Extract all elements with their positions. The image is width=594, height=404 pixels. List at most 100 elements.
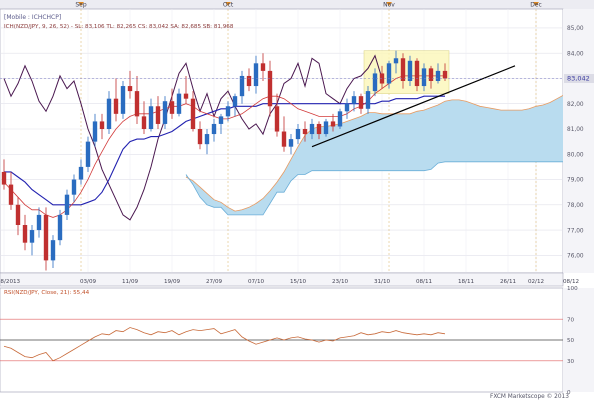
tenkan-sen xyxy=(3,75,445,218)
candle-body xyxy=(85,141,91,167)
cloud-segment xyxy=(368,112,375,171)
candle xyxy=(260,53,266,81)
date-tick-label: 27/09 xyxy=(206,279,223,285)
candle-body xyxy=(295,129,301,140)
candle-body xyxy=(134,91,140,117)
candle xyxy=(176,88,182,117)
price-tick-label: 81,00 xyxy=(567,127,584,133)
candle-body xyxy=(190,98,196,129)
candle xyxy=(71,174,77,203)
rsi-title: RSI(NZD/JPY, Close, 21): 55,44 xyxy=(4,290,90,296)
candle-body xyxy=(414,60,420,87)
candle xyxy=(330,113,336,132)
senkou-span-a xyxy=(185,86,594,212)
candle xyxy=(253,55,259,94)
candle-body xyxy=(302,129,308,135)
cloud-segment xyxy=(487,107,494,162)
candle-body xyxy=(1,171,7,185)
candle xyxy=(358,93,364,114)
consolidation-box xyxy=(363,50,450,94)
rsi-tick-label: 100 xyxy=(567,286,578,292)
cloud-segment xyxy=(452,99,459,162)
candle-body xyxy=(50,240,56,261)
candle-body xyxy=(162,101,168,124)
cloud-segment xyxy=(417,110,424,171)
candle-body xyxy=(407,60,413,81)
candle xyxy=(15,197,21,236)
cloud-segment xyxy=(193,180,200,198)
month-marker xyxy=(225,2,231,6)
candle-body xyxy=(43,214,49,261)
candle-body xyxy=(442,70,448,79)
candle-body xyxy=(225,106,231,117)
candle xyxy=(267,60,273,117)
date-tick-label: 26/11 xyxy=(500,279,517,285)
candle-body xyxy=(183,93,189,99)
candle-body xyxy=(323,121,329,135)
cloud-segment xyxy=(333,123,340,171)
candle xyxy=(50,235,56,268)
cloud-segment xyxy=(207,193,214,208)
date-tick-label: 08/12 xyxy=(563,279,579,285)
candle xyxy=(393,50,399,74)
cloud-segment xyxy=(389,113,396,171)
cloud-segment xyxy=(459,99,466,162)
candle-body xyxy=(29,230,35,243)
candle xyxy=(351,91,357,112)
candle xyxy=(8,171,14,210)
candle xyxy=(99,113,105,140)
candle xyxy=(162,96,168,129)
candle-body xyxy=(435,70,441,81)
candle-body xyxy=(106,98,112,129)
candle xyxy=(414,58,420,92)
candle xyxy=(64,189,70,220)
candle xyxy=(435,63,441,84)
candle-body xyxy=(22,225,28,243)
candle xyxy=(323,118,329,137)
cloud-segment xyxy=(438,101,445,164)
candle-body xyxy=(309,123,315,135)
cloud-segment xyxy=(543,102,550,162)
candle xyxy=(407,55,413,87)
candle xyxy=(246,68,252,92)
cloud-segment xyxy=(270,182,277,204)
cloud-segment xyxy=(319,126,326,171)
candle-body xyxy=(421,68,427,87)
candle-body xyxy=(274,106,280,132)
cloud-segment xyxy=(501,110,508,162)
candle-body xyxy=(197,129,203,145)
candle xyxy=(120,81,126,119)
candle xyxy=(22,214,28,251)
candle xyxy=(29,225,35,256)
candle xyxy=(113,78,119,122)
candle xyxy=(442,63,448,81)
cloud-segment xyxy=(536,105,543,162)
cloud-segment xyxy=(347,118,354,171)
candle-body xyxy=(358,96,364,109)
candle xyxy=(218,113,224,135)
cloud-segment xyxy=(466,101,473,162)
candle-body xyxy=(351,96,357,104)
candle-body xyxy=(120,86,126,114)
kijun-sen xyxy=(4,95,445,206)
candle xyxy=(239,70,245,104)
candle-body xyxy=(365,91,371,109)
candle-body xyxy=(428,68,434,81)
rsi-tick-label: 0 xyxy=(567,390,571,396)
cloud-segment xyxy=(529,106,536,162)
cloud-segment xyxy=(340,121,347,171)
candle xyxy=(106,91,112,135)
date-tick-label: 15/10 xyxy=(290,279,307,285)
candle-body xyxy=(211,123,217,135)
candle-body xyxy=(15,204,21,225)
date-tick-label: 18/11 xyxy=(458,279,475,285)
candle xyxy=(78,159,84,185)
candle xyxy=(225,101,231,122)
cloud-segment xyxy=(410,111,417,171)
cloud-segment xyxy=(403,113,410,171)
candle xyxy=(316,121,322,140)
month-marker xyxy=(533,2,539,6)
candle xyxy=(204,129,210,155)
date-tick-label: 16/08/2013 xyxy=(0,279,21,285)
candle xyxy=(127,70,133,99)
